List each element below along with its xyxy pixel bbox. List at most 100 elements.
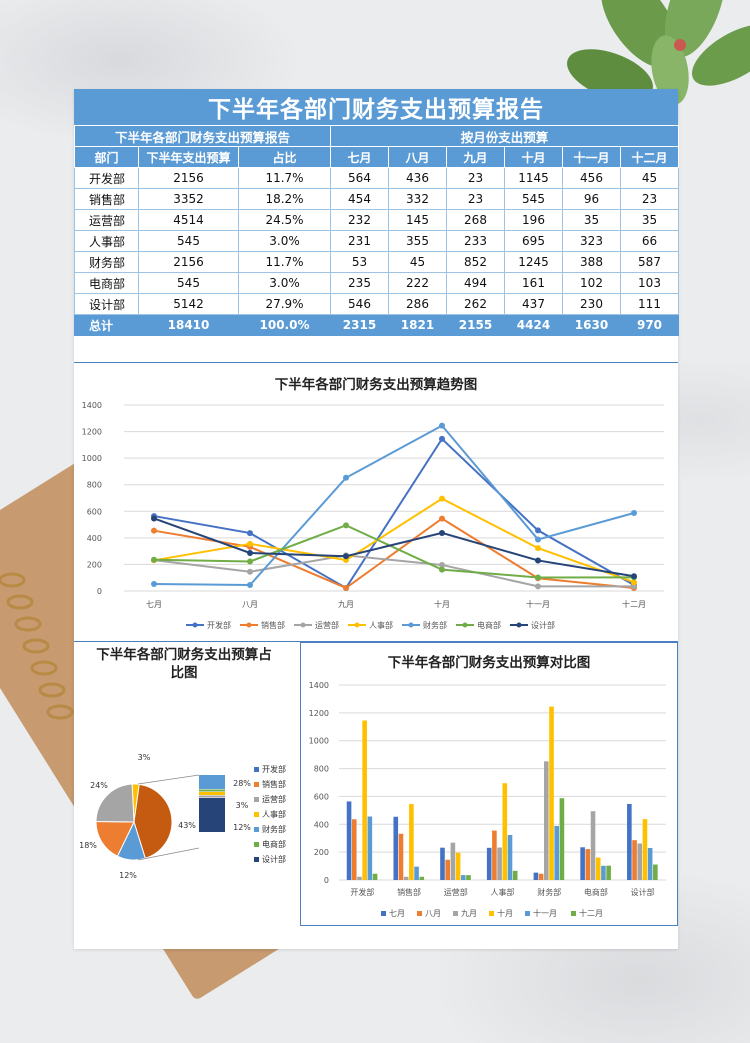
report-title: 下半年各部门财务支出预算报告 [74, 89, 678, 125]
bar [460, 875, 466, 880]
data-point [151, 515, 157, 522]
legend-marker [246, 622, 252, 628]
month-cell: 268 [446, 209, 505, 231]
column-header: 十一月 [562, 146, 621, 168]
column-header: 九月 [446, 146, 505, 168]
dept-cell: 人事部 [74, 230, 139, 252]
share-chart-panel: 下半年各部门财务支出预算占比图 3% 24% 18% 12% 43% 28% 3% 12% 开发… [74, 642, 300, 924]
table-row: 销售部 3352 18.2% 454 332 23 545 96 23 [74, 188, 680, 210]
trend-chart-panel: 下半年各部门财务支出预算趋势图 0 200 400 600 800 1000 1200 140… [74, 362, 678, 642]
dept-cell: 运营部 [74, 209, 139, 231]
month-cell: 23 [446, 167, 505, 189]
x-tick-label: 人事部 [491, 887, 515, 897]
bar [595, 857, 601, 880]
budget-cell: 545 [138, 272, 239, 294]
data-point [247, 540, 253, 547]
bar [632, 840, 637, 880]
y-tick-label: 800 [87, 481, 102, 490]
bar [637, 843, 643, 880]
bar [653, 864, 658, 880]
month-cell: 96 [562, 188, 621, 210]
data-point [631, 573, 637, 580]
month-cell: 852 [446, 251, 505, 273]
stack-segment [199, 798, 225, 832]
month-cell: 102 [562, 272, 621, 294]
month-cell: 45 [388, 251, 447, 273]
month-cell: 232 [330, 209, 389, 231]
pct-cell: 11.7% [238, 251, 331, 273]
legend-swatch [254, 827, 259, 832]
column-header: 十二月 [619, 146, 680, 168]
stack-segment [199, 789, 225, 792]
bar [403, 876, 409, 880]
x-tick-label: 销售部 [397, 887, 421, 897]
legend-label: 十月 [497, 908, 513, 918]
bar [414, 866, 419, 880]
bar [393, 816, 399, 880]
legend-label: 十二月 [579, 908, 603, 918]
pie-slice [95, 783, 135, 823]
month-cell: 437 [504, 293, 563, 315]
x-tick-label: 七月 [146, 600, 162, 609]
slice-label: 3% [236, 801, 249, 810]
y-tick-label: 1200 [82, 428, 102, 437]
y-tick-label: 0 [97, 587, 102, 596]
series-line [153, 524, 635, 579]
month-cell: 111 [619, 293, 680, 315]
legend-label: 人事部 [369, 620, 393, 630]
legend-marker [408, 622, 414, 628]
legend-label: 设计部 [531, 620, 555, 630]
pct-cell: 27.9% [238, 293, 331, 315]
y-tick-label: 200 [87, 560, 102, 569]
month-cell: 66 [619, 230, 680, 252]
y-tick-label: 1000 [309, 737, 329, 746]
bar [502, 783, 508, 880]
x-tick-label: 十一月 [526, 599, 550, 609]
month-cell: 23 [619, 188, 680, 210]
total-cell: 1821 [388, 314, 447, 336]
table-row: 设计部 5142 27.9% 546 286 262 437 230 111 [74, 293, 680, 315]
legend-swatch [254, 797, 259, 802]
bar [647, 847, 653, 880]
bar [585, 849, 591, 880]
data-point [439, 566, 445, 573]
dept-cell: 设计部 [74, 293, 139, 315]
legend-swatch [453, 911, 458, 916]
budget-cell: 2156 [138, 251, 239, 273]
data-point [535, 583, 541, 590]
column-header: 七月 [330, 146, 389, 168]
y-tick-label: 600 [314, 792, 329, 801]
month-cell: 545 [504, 188, 563, 210]
month-cell: 564 [330, 167, 389, 189]
table-left-header: 下半年各部门财务支出预算报告 [74, 125, 331, 147]
legend-label: 开发部 [262, 764, 286, 774]
legend-label: 九月 [461, 909, 477, 918]
total-cell: 4424 [504, 314, 563, 336]
y-tick-label: 400 [87, 534, 102, 543]
column-header: 占比 [238, 146, 331, 168]
month-cell: 494 [446, 272, 505, 294]
bar [549, 706, 554, 880]
bar [512, 870, 518, 880]
slice-label: 18% [79, 841, 97, 850]
pct-cell: 24.5% [238, 209, 331, 231]
bar [507, 835, 513, 880]
trend-chart-title: 下半年各部门财务支出预算趋势图 [274, 377, 478, 393]
data-point [631, 583, 637, 590]
budget-cell: 4514 [138, 209, 239, 231]
data-point [343, 522, 349, 529]
pie-slice [133, 783, 173, 859]
series-line [153, 517, 635, 590]
month-cell: 235 [330, 272, 389, 294]
month-cell: 45 [619, 167, 680, 189]
legend-label: 财务部 [262, 824, 286, 834]
bar [580, 847, 585, 880]
month-cell: 1145 [504, 167, 563, 189]
legend-swatch [254, 857, 259, 862]
data-point [343, 553, 349, 560]
dept-cell: 财务部 [74, 251, 139, 273]
bar [538, 873, 544, 880]
month-cell: 230 [562, 293, 621, 315]
x-tick-label: 运营部 [444, 887, 468, 897]
trend-line-chart: 0 200 400 600 800 1000 1200 1400 七月 八月 九月 十月 十一月 十二月开… [82, 401, 664, 630]
